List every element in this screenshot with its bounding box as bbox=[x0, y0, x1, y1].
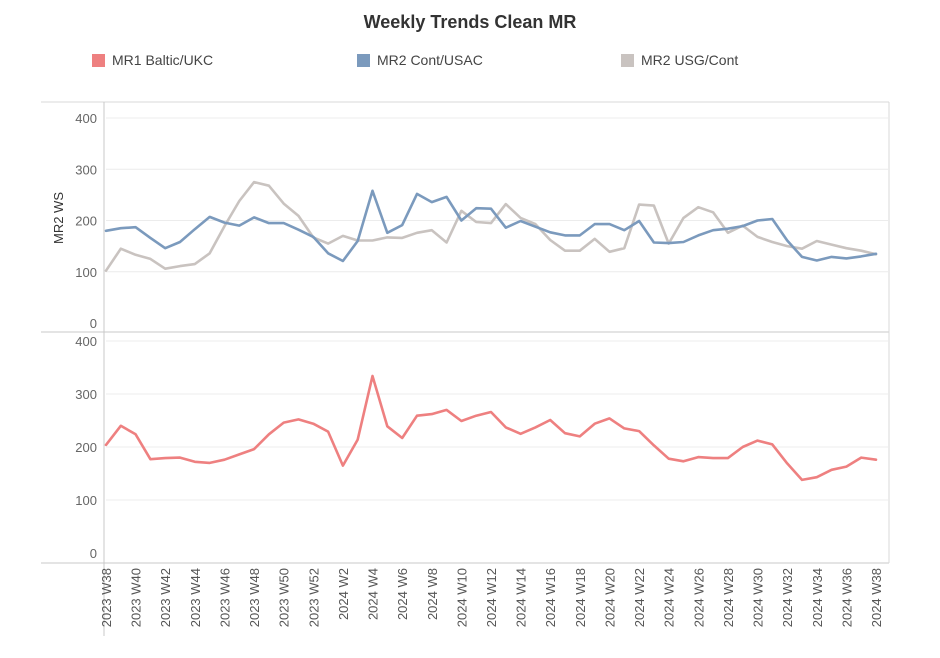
x-tick-label: 2024 W10 bbox=[454, 568, 469, 627]
x-tick-label: 2024 W22 bbox=[632, 568, 647, 627]
x-tick-label: 2024 W38 bbox=[869, 568, 884, 627]
x-tick-label: 2023 W46 bbox=[217, 568, 232, 627]
chart-title: Weekly Trends Clean MR bbox=[363, 12, 577, 32]
x-tick-label: 2024 W20 bbox=[602, 568, 617, 627]
y-tick-label: 400 bbox=[75, 111, 97, 126]
x-tick-label: 2024 W14 bbox=[514, 568, 529, 627]
y-tick-label: 0 bbox=[90, 546, 97, 561]
legend-swatch-mr2-usg-cont bbox=[621, 53, 634, 67]
x-tick-label: 2024 W18 bbox=[573, 568, 588, 627]
x-tick-label: 2023 W44 bbox=[188, 568, 203, 627]
y-axis-label-top: MR2 WS bbox=[51, 192, 66, 244]
legend-label-mr2-cont-usac: MR2 Cont/USAC bbox=[377, 52, 483, 68]
x-tick-label: 2024 W8 bbox=[425, 568, 440, 620]
x-tick-label: 2024 W26 bbox=[691, 568, 706, 627]
x-tick-label: 2024 W36 bbox=[839, 568, 854, 627]
legend-label-mr1-baltic-ukc: MR1 Baltic/UKC bbox=[112, 52, 214, 68]
x-tick-label: 2024 W28 bbox=[721, 568, 736, 627]
x-tick-label: 2024 W2 bbox=[336, 568, 351, 620]
x-tick-label: 2024 W4 bbox=[366, 568, 381, 620]
x-tick-label: 2023 W40 bbox=[129, 568, 144, 627]
x-tick-label: 2024 W30 bbox=[751, 568, 766, 627]
y-tick-label: 400 bbox=[75, 334, 97, 349]
x-tick-label: 2024 W6 bbox=[395, 568, 410, 620]
legend-item-mr2-usg-cont[interactable]: MR2 USG/Cont bbox=[621, 52, 738, 68]
legend-swatch-mr1-baltic-ukc bbox=[92, 53, 105, 67]
y-tick-label: 0 bbox=[90, 316, 97, 331]
x-tick-label: 2023 W52 bbox=[306, 568, 321, 627]
y-tick-label: 300 bbox=[75, 387, 97, 402]
legend-item-mr2-cont-usac[interactable]: MR2 Cont/USAC bbox=[357, 52, 483, 68]
x-tick-label: 2023 W50 bbox=[277, 568, 292, 627]
x-tick-label: 2023 W48 bbox=[247, 568, 262, 627]
x-tick-label: 2024 W12 bbox=[484, 568, 499, 627]
y-tick-label: 200 bbox=[75, 440, 97, 455]
series-line-mr2-usg-cont bbox=[104, 180, 878, 273]
legend-label-mr2-usg-cont: MR2 USG/Cont bbox=[641, 52, 739, 68]
y-tick-label: 200 bbox=[75, 214, 97, 229]
series-line-mr1-baltic-ukc bbox=[104, 374, 878, 482]
legend-swatch-mr2-cont-usac bbox=[357, 53, 370, 67]
x-tick-label: 2023 W42 bbox=[158, 568, 173, 627]
y-tick-label: 300 bbox=[75, 162, 97, 177]
series-line-mr2-cont-usac bbox=[104, 189, 878, 263]
x-tick-label: 2024 W24 bbox=[662, 568, 677, 627]
legend-item-mr1-baltic-ukc[interactable]: MR1 Baltic/UKC bbox=[92, 52, 213, 68]
x-tick-label: 2024 W34 bbox=[810, 568, 825, 627]
x-tick-label: 2024 W16 bbox=[543, 568, 558, 627]
x-tick-label: 2024 W32 bbox=[780, 568, 795, 627]
x-tick-label: 2023 W38 bbox=[99, 568, 114, 627]
y-tick-label: 100 bbox=[75, 493, 97, 508]
y-tick-label: 100 bbox=[75, 265, 97, 280]
